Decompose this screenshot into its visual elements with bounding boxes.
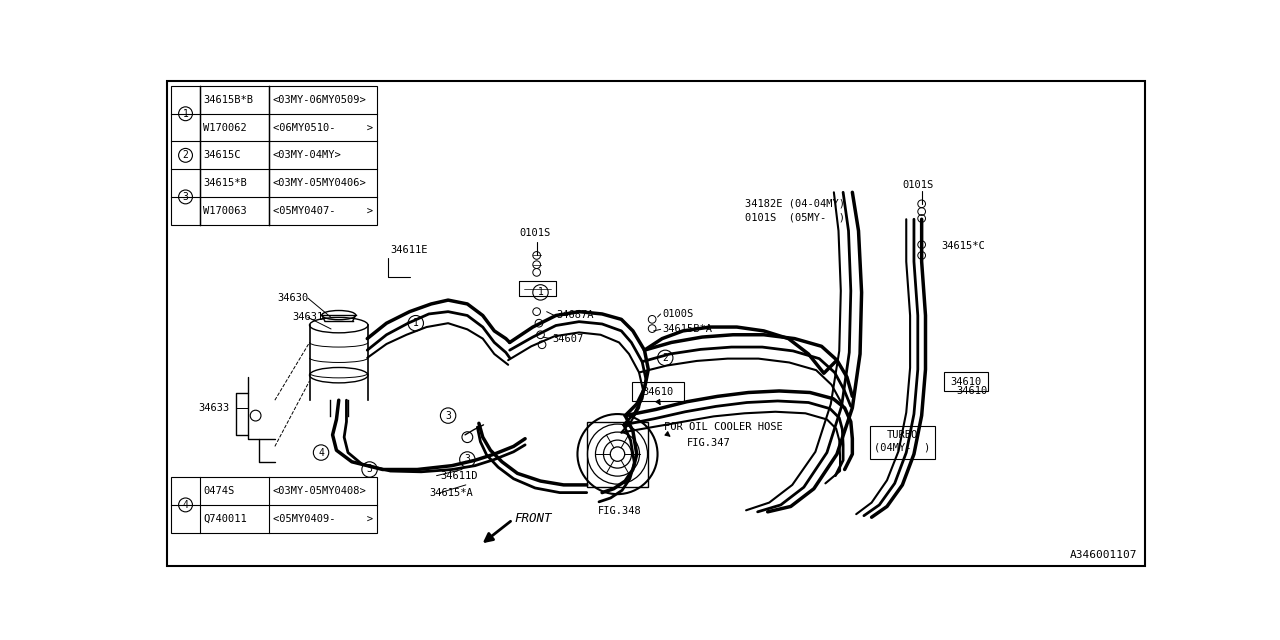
Text: 34631: 34631 (293, 312, 324, 323)
Text: 4: 4 (319, 447, 324, 458)
Text: 1: 1 (538, 287, 544, 298)
Text: 34611E: 34611E (390, 245, 428, 255)
Text: 34615B*B: 34615B*B (204, 95, 253, 105)
Text: 2: 2 (183, 150, 188, 161)
Text: 0100S: 0100S (662, 309, 694, 319)
Text: 0474S: 0474S (204, 486, 234, 496)
Text: (04MY-  ): (04MY- ) (874, 443, 931, 453)
Text: 34610: 34610 (950, 377, 982, 387)
Text: <03MY-05MY0408>: <03MY-05MY0408> (273, 486, 366, 496)
Text: 34615B*A: 34615B*A (662, 324, 712, 334)
FancyBboxPatch shape (943, 372, 988, 391)
Text: FOR OIL COOLER HOSE: FOR OIL COOLER HOSE (664, 422, 782, 432)
Text: 34182E (04-04MY): 34182E (04-04MY) (745, 199, 845, 209)
Text: 34610: 34610 (643, 387, 675, 397)
Text: FIG.347: FIG.347 (687, 438, 731, 447)
Text: 34610: 34610 (956, 386, 988, 396)
Text: FRONT: FRONT (515, 511, 552, 525)
Text: 34607: 34607 (552, 333, 584, 344)
Text: 34611D: 34611D (440, 470, 477, 481)
Text: W170062: W170062 (204, 123, 247, 132)
Text: 34615*C: 34615*C (941, 241, 984, 251)
Text: 3: 3 (366, 465, 372, 474)
FancyBboxPatch shape (632, 383, 684, 401)
Text: 2: 2 (662, 353, 668, 363)
Text: 34615*B: 34615*B (204, 178, 247, 188)
Text: <03MY-06MY0509>: <03MY-06MY0509> (273, 95, 366, 105)
FancyBboxPatch shape (870, 426, 934, 460)
Text: 3: 3 (445, 411, 451, 420)
Text: 1: 1 (413, 318, 419, 328)
Text: 3: 3 (183, 192, 188, 202)
Text: TURBO: TURBO (887, 430, 918, 440)
Text: 34615*A: 34615*A (429, 488, 472, 498)
Text: 0101S  (05MY-  ): 0101S (05MY- ) (745, 212, 845, 223)
Text: FIG.348: FIG.348 (598, 506, 643, 516)
Text: <05MY0407-     >: <05MY0407- > (273, 206, 372, 216)
Bar (172, 86, 378, 225)
Text: 34633: 34633 (198, 403, 229, 413)
Text: 34630: 34630 (278, 293, 308, 303)
Text: Q740011: Q740011 (204, 514, 247, 524)
Text: 0101S: 0101S (518, 228, 550, 238)
Text: 34615C: 34615C (204, 150, 241, 161)
Bar (586, 422, 648, 487)
Text: 4: 4 (183, 500, 188, 510)
Text: A346001107: A346001107 (1070, 550, 1137, 561)
Text: <03MY-04MY>: <03MY-04MY> (273, 150, 342, 161)
Text: 34687A: 34687A (556, 310, 594, 321)
Text: 0101S: 0101S (902, 180, 933, 189)
Text: <06MY0510-     >: <06MY0510- > (273, 123, 372, 132)
Text: 1: 1 (183, 109, 188, 119)
Text: <05MY0409-     >: <05MY0409- > (273, 514, 372, 524)
Text: <03MY-05MY0406>: <03MY-05MY0406> (273, 178, 366, 188)
Bar (172, 477, 378, 532)
Text: 3: 3 (465, 454, 470, 465)
Text: W170063: W170063 (204, 206, 247, 216)
